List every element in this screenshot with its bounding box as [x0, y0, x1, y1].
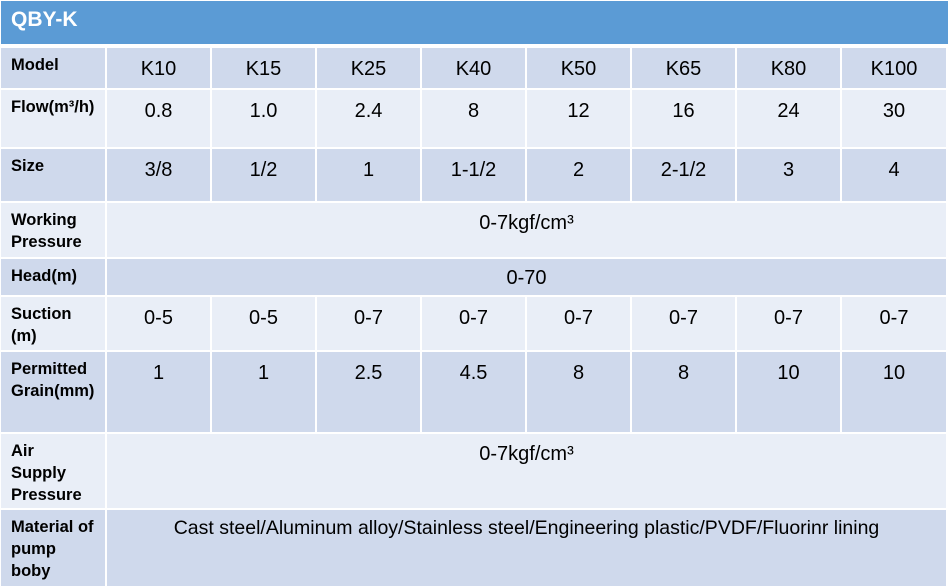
row-label-working-pressure: Working Pressure [1, 203, 105, 257]
row-label-head: Head(m) [1, 259, 105, 295]
cell: K25 [317, 48, 420, 88]
cell: 16 [632, 90, 735, 147]
row-label-material: Material of pump boby [1, 510, 105, 586]
cell: 1.0 [212, 90, 315, 147]
cell: 0-7 [737, 297, 840, 350]
cell: 0-5 [107, 297, 210, 350]
spec-table: Model K10 K15 K25 K40 K50 K65 K80 K100 F… [0, 46, 948, 588]
row-label-air-supply-pressure: Air Supply Pressure [1, 434, 105, 508]
cell: K50 [527, 48, 630, 88]
cell: 10 [842, 352, 946, 432]
row-label-permitted-grain: Permitted Grain(mm) [1, 352, 105, 432]
cell: 2.4 [317, 90, 420, 147]
cell: 8 [632, 352, 735, 432]
cell: 0-7 [632, 297, 735, 350]
cell: 1 [212, 352, 315, 432]
cell: 0.8 [107, 90, 210, 147]
cell: 1/2 [212, 149, 315, 201]
cell-span: 0-7kgf/cm³ [107, 203, 946, 257]
cell: 10 [737, 352, 840, 432]
cell: 8 [527, 352, 630, 432]
row-label-model: Model [1, 48, 105, 88]
cell: 1 [107, 352, 210, 432]
row-label-flow: Flow(m³/h) [1, 90, 105, 147]
cell: 4.5 [422, 352, 525, 432]
cell: 0-5 [212, 297, 315, 350]
cell: 3 [737, 149, 840, 201]
cell: 3/8 [107, 149, 210, 201]
cell: 0-7 [317, 297, 420, 350]
table-row: Material of pump boby Cast steel/Aluminu… [1, 510, 946, 586]
table-row: Size 3/8 1/2 1 1-1/2 2 2-1/2 3 4 [1, 149, 946, 201]
cell: 0-7 [422, 297, 525, 350]
table-row: Model K10 K15 K25 K40 K50 K65 K80 K100 [1, 48, 946, 88]
cell: 1-1/2 [422, 149, 525, 201]
cell: K80 [737, 48, 840, 88]
table-row: Permitted Grain(mm) 1 1 2.5 4.5 8 8 10 1… [1, 352, 946, 432]
cell: 30 [842, 90, 946, 147]
cell: K65 [632, 48, 735, 88]
table-row: Head(m) 0-70 [1, 259, 946, 295]
cell: 0-7 [527, 297, 630, 350]
table-title: QBY-K [1, 1, 948, 44]
cell: 2.5 [317, 352, 420, 432]
row-label-suction: Suction (m) [1, 297, 105, 350]
cell: 2-1/2 [632, 149, 735, 201]
cell: 0-7 [842, 297, 946, 350]
cell: K10 [107, 48, 210, 88]
cell: 4 [842, 149, 946, 201]
cell-span: 0-7kgf/cm³ [107, 434, 946, 508]
cell: 24 [737, 90, 840, 147]
cell: K40 [422, 48, 525, 88]
cell: 1 [317, 149, 420, 201]
table-row: Air Supply Pressure 0-7kgf/cm³ [1, 434, 946, 508]
cell-span: 0-70 [107, 259, 946, 295]
cell: 8 [422, 90, 525, 147]
cell: K100 [842, 48, 946, 88]
cell: K15 [212, 48, 315, 88]
cell: 12 [527, 90, 630, 147]
table-row: Flow(m³/h) 0.8 1.0 2.4 8 12 16 24 30 [1, 90, 946, 147]
cell-span: Cast steel/Aluminum alloy/Stainless stee… [107, 510, 946, 586]
table-row: Working Pressure 0-7kgf/cm³ [1, 203, 946, 257]
row-label-size: Size [1, 149, 105, 201]
cell: 2 [527, 149, 630, 201]
table-row: Suction (m) 0-5 0-5 0-7 0-7 0-7 0-7 0-7 … [1, 297, 946, 350]
